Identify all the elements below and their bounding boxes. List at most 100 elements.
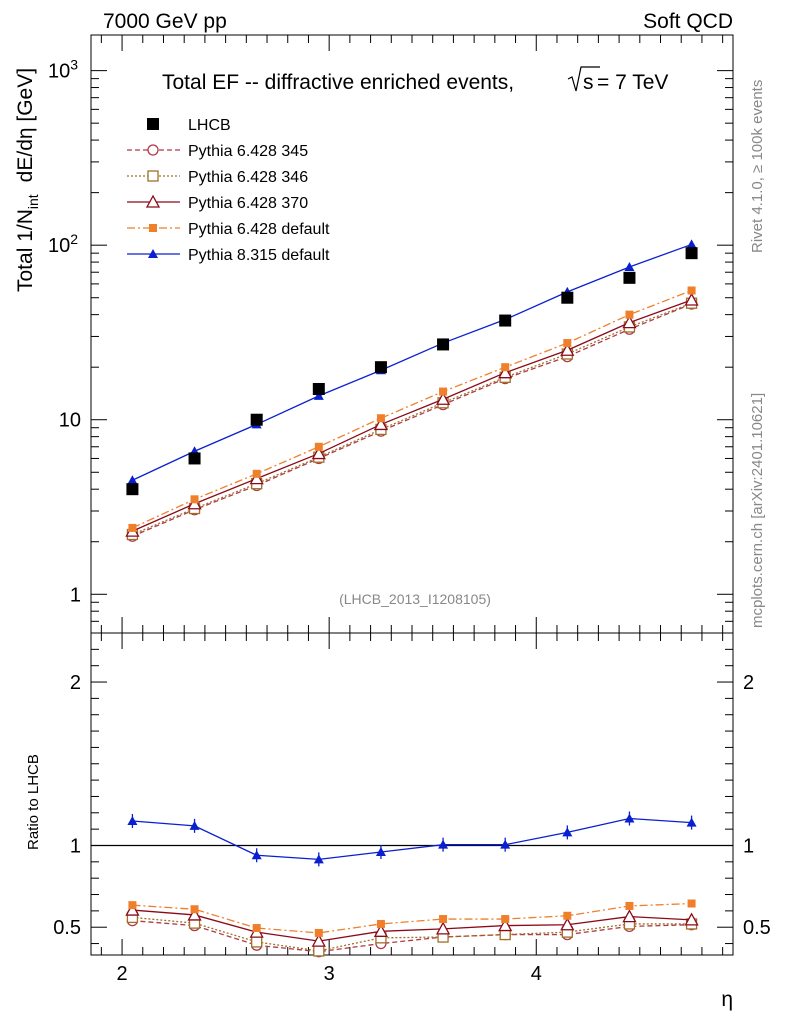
legend-marker — [148, 249, 158, 258]
ratio-ytick-label-right: 1 — [743, 835, 754, 857]
ratio-point — [624, 813, 635, 823]
data-point — [314, 442, 323, 451]
main-ytick-label-exp: 3 — [70, 57, 78, 73]
main-ytick-label: 102 — [48, 231, 78, 257]
series-line — [132, 303, 692, 537]
ratio-point — [311, 933, 326, 947]
ratio-point — [252, 924, 261, 933]
ratio-point — [562, 827, 573, 837]
legend-item: Pythia 6.428 346 — [127, 169, 308, 186]
ratio-point — [686, 817, 697, 827]
ratio-point — [251, 850, 262, 860]
data-point — [561, 291, 574, 304]
data-point — [311, 446, 326, 460]
data-point — [439, 387, 448, 396]
data-point — [128, 523, 137, 532]
main-ytick-label-base: 10 — [59, 410, 81, 432]
header-right: Soft QCD — [643, 10, 733, 33]
ratio-point — [500, 839, 511, 849]
data-point — [624, 261, 635, 271]
data-point — [687, 286, 696, 295]
ratio-series-group — [125, 811, 699, 958]
ratio-point — [684, 912, 699, 926]
data-point — [126, 483, 139, 496]
data-point — [560, 342, 575, 356]
series-pythia-6-428-370 — [125, 292, 699, 537]
legend-marker — [147, 118, 159, 130]
data-point — [252, 469, 261, 478]
legend-item: Pythia 6.428 default — [127, 221, 330, 238]
ratio-line — [132, 920, 692, 953]
legend-label: Pythia 6.428 370 — [188, 195, 308, 212]
data-point — [127, 475, 138, 485]
data-point — [374, 361, 387, 374]
mcplots-label: mcplots.cern.ch [arXiv:2401.10621] — [749, 393, 766, 628]
header-left: 7000 GeV pp — [103, 10, 227, 33]
ratio-point — [435, 921, 451, 935]
ratio-axis-ticks: 0.5 0.5 1 1 2 2 2 3 4 — [53, 633, 771, 985]
series-line — [132, 299, 692, 532]
main-ytick-label-base: 10 — [48, 61, 70, 83]
series-line — [132, 302, 692, 536]
legend-marker — [149, 224, 157, 232]
ratio-ylabel: Ratio to LHCB — [25, 754, 42, 850]
x-tick-label: 2 — [117, 963, 128, 985]
chart-title: Total EF -- diffractive enriched events, — [162, 71, 514, 94]
ratio-point — [687, 899, 696, 908]
legend-item: LHCB — [147, 117, 231, 134]
ratio-point — [313, 945, 325, 957]
ratio-point — [376, 919, 385, 928]
chart-title-text: Total EF -- diffractive enriched events, — [162, 71, 514, 94]
data-point — [312, 382, 325, 395]
ratio-point — [622, 909, 637, 923]
ratio-point — [501, 915, 510, 924]
legend-item: Pythia 6.428 370 — [127, 194, 308, 212]
x-axis-label: η — [721, 988, 733, 1011]
data-point — [685, 247, 698, 260]
ratio-point — [313, 854, 324, 864]
ratio-point — [125, 902, 140, 916]
main-ytick-label-base: 1 — [70, 584, 81, 606]
data-point — [625, 310, 634, 319]
main-ylabel-text: Total 1/N — [14, 209, 37, 292]
ratio-line — [132, 909, 692, 942]
series-line — [132, 289, 692, 529]
data-point — [435, 391, 451, 405]
ratio-ytick-label-left: 1 — [70, 835, 81, 857]
ratio-point — [439, 915, 448, 924]
data-point — [684, 292, 699, 306]
ratio-series-pythia-6-428-default — [128, 899, 696, 937]
series-pythia-6-428-346 — [126, 297, 698, 541]
data-point — [373, 417, 389, 431]
series-lhcb — [126, 247, 698, 496]
legend-label: Pythia 6.428 345 — [188, 143, 308, 160]
ratio-ytick-label-left: 2 — [70, 672, 81, 694]
legend: LHCB Pythia 6.428 345 Pythia 6.428 346 Pyth… — [127, 117, 330, 264]
ratio-point — [560, 917, 575, 931]
ratio-point — [251, 936, 263, 948]
main-ytick-label-base: 10 — [48, 235, 70, 257]
series-line — [132, 243, 692, 481]
sqrt-symbol — [567, 66, 600, 92]
data-point — [686, 239, 697, 249]
chart-title-sqrt: s — [583, 71, 594, 94]
main-ylabel-sub: int — [25, 194, 41, 209]
ratio-line — [132, 817, 692, 861]
data-point — [249, 471, 264, 485]
legend-label: Pythia 6.428 346 — [188, 169, 308, 186]
data-point — [376, 414, 385, 423]
series-pythia-6-428-default — [128, 286, 696, 532]
data-point — [501, 363, 510, 372]
main-series-group — [125, 239, 699, 542]
main-ytick-label: 1 — [70, 584, 81, 606]
ratio-point — [127, 815, 138, 825]
x-tick-label: 4 — [531, 963, 542, 985]
ratio-point — [190, 905, 199, 914]
data-point — [313, 390, 324, 400]
main-ytick-label: 103 — [48, 57, 78, 83]
rivet-label: Rivet 4.1.0, ≥ 100k events — [749, 80, 766, 253]
ratio-point — [373, 923, 389, 937]
chart-title-suffix: = 7 TeV — [597, 71, 668, 94]
data-point — [622, 315, 637, 329]
